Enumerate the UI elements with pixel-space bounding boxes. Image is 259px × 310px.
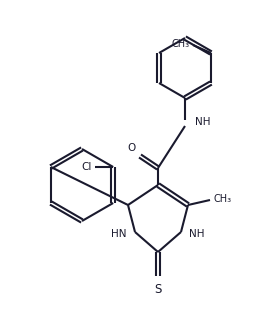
- Text: CH₃: CH₃: [172, 39, 190, 49]
- Text: HN: HN: [112, 229, 127, 239]
- Text: Cl: Cl: [82, 162, 92, 172]
- Text: NH: NH: [189, 229, 205, 239]
- Text: NH: NH: [195, 117, 211, 127]
- Text: CH₃: CH₃: [213, 194, 231, 204]
- Text: S: S: [154, 283, 162, 296]
- Text: O: O: [128, 143, 136, 153]
